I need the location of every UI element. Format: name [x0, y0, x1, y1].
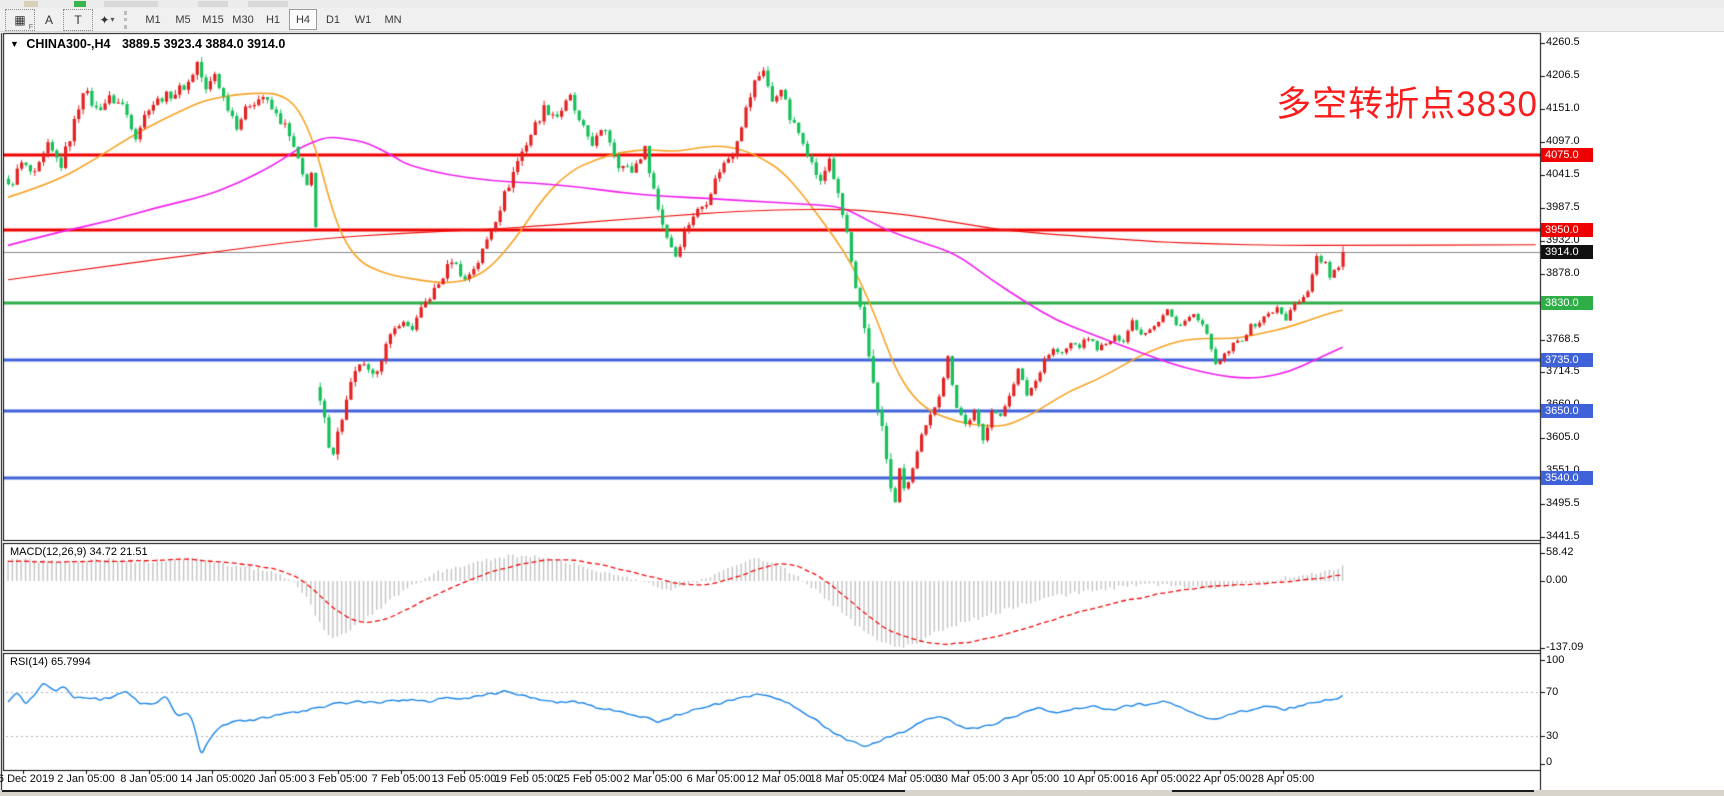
time-axis-label: 8 Jan 05:00 — [120, 773, 178, 785]
time-axis-label: 16 Apr 05:00 — [1125, 773, 1189, 785]
drawing-and-timeframe-toolbar: ▦ F A T ✦ ▾ M1 M5 M15 M30 H1 H4 D1 W1 MN — [0, 8, 1724, 32]
time-axis-label: 3 Feb 05:00 — [308, 773, 368, 785]
timeframe-button-h1[interactable]: H1 — [265, 13, 281, 26]
macd-axis-tick: 58.42 — [1546, 545, 1574, 558]
chart-title: ▼ CHINA300-,H4 3889.5 3923.4 3884.0 3914… — [10, 37, 285, 51]
clipped-toolbar-row — [0, 0, 1724, 8]
rsi-axis-tick: 0 — [1546, 756, 1553, 768]
time-axis-label: 25 Feb 05:00 — [557, 773, 623, 785]
toolbar-fragment-green — [74, 1, 86, 7]
time-axis-label: 13 Feb 05:00 — [431, 773, 497, 785]
crosshair-grid-icon: ▦ — [14, 12, 26, 27]
price-level-badge-3735.0: 3735.0 — [1541, 352, 1593, 367]
time-axis-label: 6 Mar 05:00 — [686, 773, 746, 785]
time-axis-label: 2 Jan 05:00 — [57, 773, 115, 785]
timeframe-buttons-group: M1 M5 M15 M30 H1 H4 D1 W1 MN — [138, 9, 408, 30]
price-axis-tick: 4097.0 — [1546, 134, 1580, 147]
price-chart-canvas[interactable] — [0, 32, 1724, 796]
time-axis-label: 12 Mar 05:00 — [746, 773, 812, 785]
text-label-tool-button[interactable]: A — [37, 9, 61, 31]
price-axis-tick: 3441.5 — [1546, 530, 1580, 542]
price-axis-tick: 4151.0 — [1546, 102, 1580, 115]
time-axis-label: 28 Apr 05:00 — [1251, 773, 1315, 785]
time-axis-label: 26 Dec 2019 — [0, 773, 55, 785]
toolbar-fragment — [24, 1, 38, 7]
time-axis-label: 30 Mar 05:00 — [935, 773, 1001, 785]
text-box-icon: T — [74, 12, 82, 27]
price-level-badge-4075.0: 4075.0 — [1541, 147, 1593, 162]
toolbar-fragment — [198, 1, 228, 7]
time-axis-label: 24 Mar 05:00 — [872, 773, 938, 785]
price-level-badge-3540.0: 3540.0 — [1541, 470, 1593, 485]
macd-indicator-label: MACD(12,26,9) 34.72 21.51 — [10, 546, 148, 558]
price-level-badge-3830.0: 3830.0 — [1541, 295, 1593, 310]
timeframe-button-h4[interactable]: H4 — [289, 9, 317, 30]
rsi-axis-tick: 30 — [1546, 729, 1559, 742]
shapes-tool-button[interactable]: ✦ ▾ — [95, 9, 119, 31]
status-strip-segment — [2, 790, 905, 792]
price-axis-tick: 3987.5 — [1546, 200, 1580, 213]
clipped-status-strip — [0, 790, 1724, 796]
ohlc-readout: 3889.5 3923.4 3884.0 3914.0 — [121, 37, 286, 51]
macd-axis-tick: 0.00 — [1546, 574, 1568, 586]
time-axis-label: 22 Apr 05:00 — [1188, 773, 1252, 785]
toolbar-fragment — [248, 1, 288, 7]
shapes-sub-icon: ▾ — [110, 15, 115, 24]
timeframe-button-m15[interactable]: M15 — [202, 13, 224, 26]
text-label-icon: A — [44, 12, 53, 27]
rsi-axis-tick: 100 — [1546, 654, 1565, 666]
crosshair-grid-sub-icon: F — [28, 23, 33, 31]
price-axis-tick: 3768.5 — [1546, 332, 1580, 345]
drawing-tools-group: ▦ F A T ✦ ▾ — [4, 8, 120, 31]
timeframe-button-m1[interactable]: M1 — [145, 13, 161, 26]
price-level-badge-3950.0: 3950.0 — [1541, 223, 1593, 238]
time-axis-label: 7 Feb 05:00 — [371, 773, 431, 785]
price-axis-tick: 3878.0 — [1546, 266, 1580, 279]
time-axis-label: 18 Mar 05:00 — [809, 773, 875, 785]
text-box-tool-button[interactable]: T — [63, 8, 93, 31]
timeframe-button-d1[interactable]: D1 — [325, 13, 341, 26]
time-axis-label: 2 Mar 05:00 — [623, 773, 683, 785]
price-axis-tick: 4260.5 — [1546, 36, 1580, 48]
timeframe-button-mn[interactable]: MN — [384, 13, 402, 26]
price-axis-tick: 3495.5 — [1546, 497, 1580, 510]
crosshair-grid-tool-button[interactable]: ▦ F — [5, 8, 35, 31]
toolbar-separator — [124, 10, 134, 29]
chart-annotation-text[interactable]: 多空转折点3830 — [1276, 85, 1538, 124]
time-axis-label: 19 Feb 05:00 — [494, 773, 560, 785]
symbol-period-label: CHINA300-,H4 — [26, 37, 111, 51]
collapse-triangle-icon[interactable]: ▼ — [10, 39, 19, 49]
rsi-indicator-label: RSI(14) 65.7994 — [10, 656, 91, 668]
price-axis-tick: 4041.5 — [1546, 168, 1580, 181]
timeframe-button-w1[interactable]: W1 — [354, 13, 372, 26]
shapes-icon: ✦ — [99, 12, 110, 27]
price-level-badge-3914.0: 3914.0 — [1541, 245, 1593, 259]
timeframe-button-m5[interactable]: M5 — [175, 13, 191, 26]
status-strip-segment — [1172, 790, 1534, 792]
macd-axis-tick: -137.09 — [1546, 640, 1584, 653]
price-axis-tick: 3714.5 — [1546, 365, 1580, 378]
timeframe-button-m30[interactable]: M30 — [232, 13, 254, 26]
time-axis-label: 10 Apr 05:00 — [1062, 773, 1126, 785]
price-axis-tick: 4206.5 — [1546, 68, 1580, 81]
chart-region: ▼ CHINA300-,H4 3889.5 3923.4 3884.0 3914… — [0, 32, 1724, 796]
time-axis-label: 3 Apr 05:00 — [1002, 773, 1060, 785]
price-level-badge-3650.0: 3650.0 — [1541, 404, 1593, 419]
time-axis-label: 14 Jan 05:00 — [180, 773, 244, 785]
time-axis-label: 20 Jan 05:00 — [243, 773, 307, 785]
toolbar-fragment — [104, 1, 158, 7]
price-axis-tick: 3605.0 — [1546, 431, 1580, 444]
rsi-axis-tick: 70 — [1546, 686, 1559, 699]
